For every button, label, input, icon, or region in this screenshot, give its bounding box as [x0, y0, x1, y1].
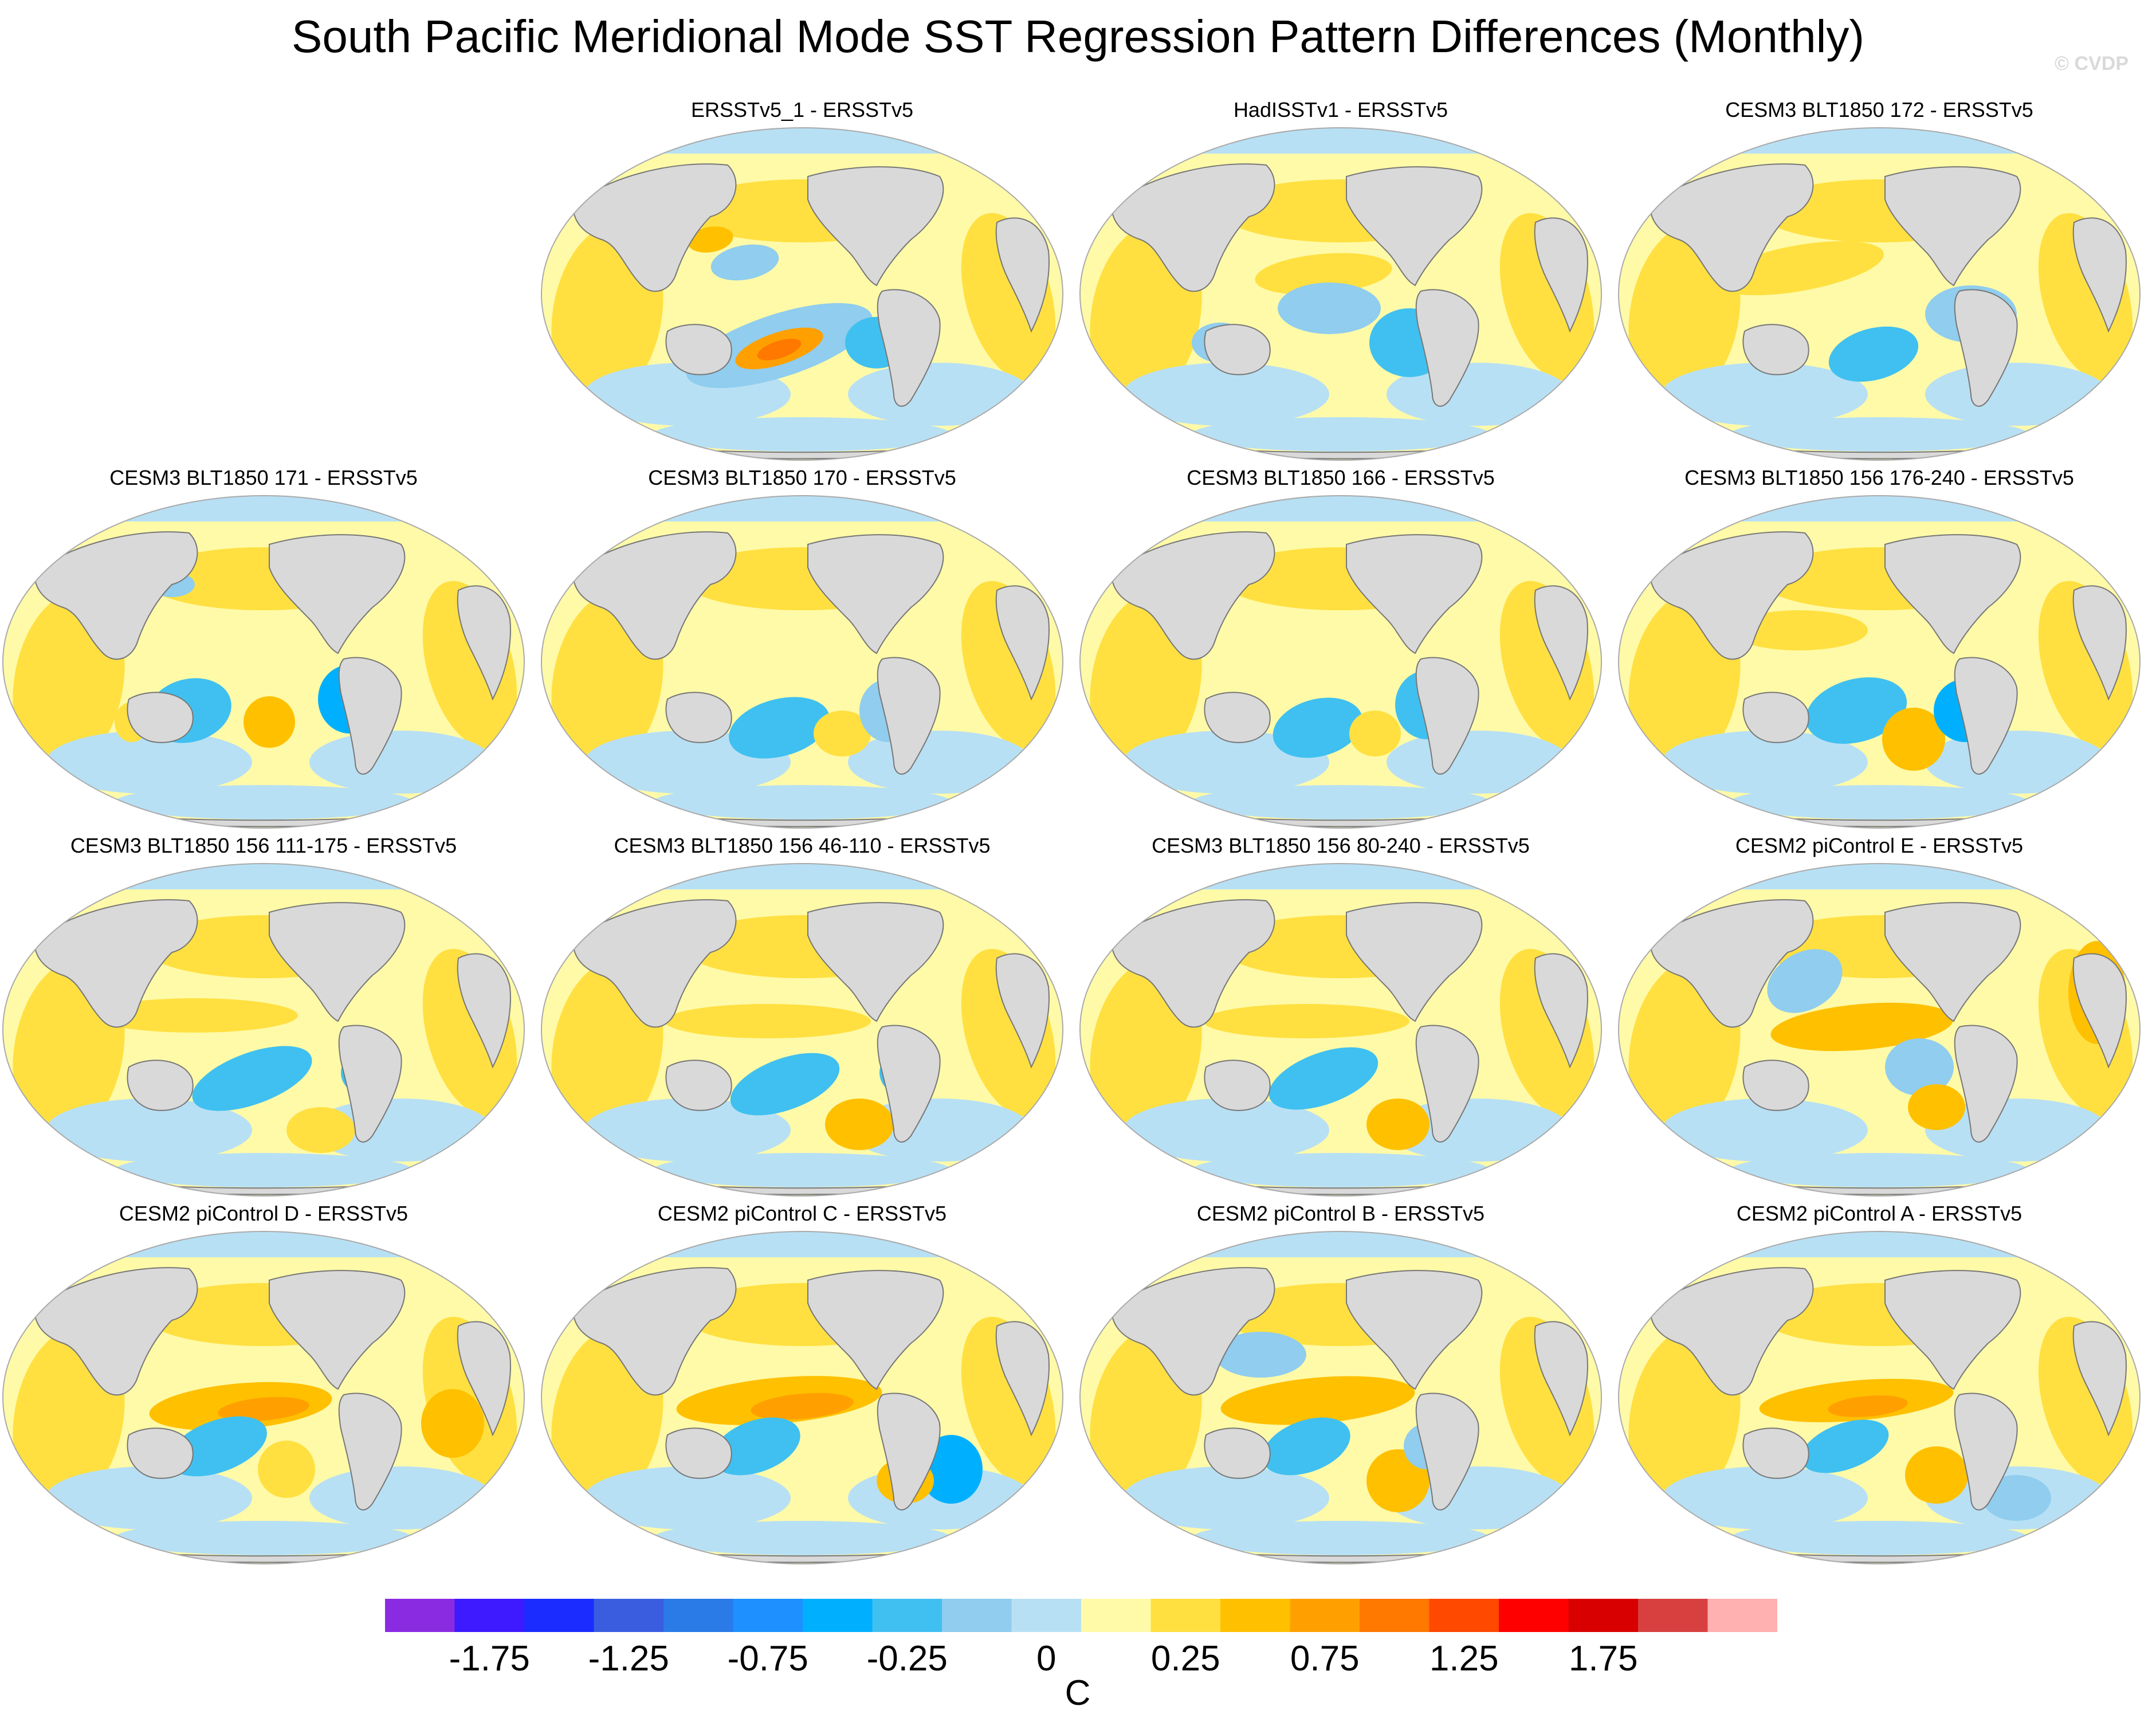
colorbar-tick-label: -1.75 — [421, 1639, 558, 1679]
map-panel: CESM3 BLT1850 166 - ERSSTv5 — [1077, 464, 1604, 831]
sst-map — [0, 493, 527, 831]
page-title: South Pacific Meridional Mode SST Regres… — [0, 8, 2156, 65]
panel-title: CESM2 piControl B - ERSSTv5 — [1077, 1200, 1604, 1227]
colorbar-swatch — [524, 1599, 594, 1632]
colorbar-tick-label: -0.25 — [838, 1639, 976, 1679]
colorbar-swatch — [1151, 1599, 1221, 1632]
colorbar-swatch — [942, 1599, 1012, 1632]
colorbar-tick-label: -0.75 — [699, 1639, 837, 1679]
sst-map — [1616, 1229, 2143, 1567]
map-panel: ERSSTv5_1 - ERSSTv5 — [539, 96, 1066, 463]
panel-title: ERSSTv5_1 - ERSSTv5 — [539, 96, 1066, 124]
colorbar-swatch — [1012, 1599, 1082, 1632]
map-panel: CESM3 BLT1850 156 46-110 - ERSSTv5 — [539, 832, 1066, 1199]
panel-title: CESM3 BLT1850 156 111-175 - ERSSTv5 — [0, 832, 527, 860]
colorbar-swatch — [1638, 1599, 1708, 1632]
panel-title: CESM3 BLT1850 166 - ERSSTv5 — [1077, 464, 1604, 492]
panel-title: CESM2 piControl A - ERSSTv5 — [1616, 1200, 2143, 1227]
colorbar-tick-label: 0.75 — [1256, 1639, 1393, 1679]
map-panel: CESM2 piControl A - ERSSTv5 — [1616, 1200, 2143, 1567]
colorbar-swatch — [663, 1599, 733, 1632]
sst-map — [1077, 493, 1604, 831]
map-panel: CESM2 piControl D - ERSSTv5 — [0, 1200, 527, 1567]
sst-map — [1616, 125, 2143, 463]
sst-map — [1077, 861, 1604, 1199]
colorbar-swatch — [1430, 1599, 1499, 1632]
colorbar-swatch — [733, 1599, 803, 1632]
sst-map — [1616, 493, 2143, 831]
map-panel: CESM3 BLT1850 171 - ERSSTv5 — [0, 464, 527, 831]
colorbar-swatch — [803, 1599, 873, 1632]
panel-title: CESM3 BLT1850 156 176-240 - ERSSTv5 — [1616, 464, 2143, 492]
colorbar-units: C — [1009, 1673, 1146, 1713]
panel-title: CESM2 piControl C - ERSSTv5 — [539, 1200, 1066, 1227]
colorbar-swatch — [873, 1599, 942, 1632]
colorbar-tick-label: 1.25 — [1395, 1639, 1533, 1679]
map-panel: HadISSTv1 - ERSSTv5 — [1077, 96, 1604, 463]
map-panel: CESM3 BLT1850 156 176-240 - ERSSTv5 — [1616, 464, 2143, 831]
map-panel: CESM2 piControl C - ERSSTv5 — [539, 1200, 1066, 1567]
sst-map — [1077, 1229, 1604, 1567]
colorbar-swatch — [594, 1599, 664, 1632]
panel-title: CESM3 BLT1850 172 - ERSSTv5 — [1616, 96, 2143, 124]
colorbar-swatch — [1081, 1599, 1151, 1632]
colorbar-swatch — [1360, 1599, 1430, 1632]
map-panel: CESM2 piControl E - ERSSTv5 — [1616, 832, 2143, 1199]
colorbar-swatch — [1220, 1599, 1290, 1632]
watermark: © CVDP — [2055, 53, 2128, 75]
colorbar-swatch — [1290, 1599, 1360, 1632]
panel-title: CESM2 piControl E - ERSSTv5 — [1616, 832, 2143, 860]
sst-map — [0, 1229, 527, 1567]
sst-map — [0, 861, 527, 1199]
colorbar-swatch — [385, 1599, 455, 1632]
sst-map — [539, 861, 1066, 1199]
colorbar-swatch — [1569, 1599, 1639, 1632]
sst-map — [1077, 125, 1604, 463]
sst-map — [539, 1229, 1066, 1567]
sst-map — [539, 493, 1066, 831]
panel-title: CESM3 BLT1850 171 - ERSSTv5 — [0, 464, 527, 492]
sst-map — [539, 125, 1066, 463]
map-panel: CESM3 BLT1850 156 80-240 - ERSSTv5 — [1077, 832, 1604, 1199]
panel-title: CESM3 BLT1850 156 80-240 - ERSSTv5 — [1077, 832, 1604, 860]
colorbar-swatch — [455, 1599, 525, 1632]
colorbar-swatch — [1708, 1599, 1778, 1632]
panel-title: CESM2 piControl D - ERSSTv5 — [0, 1200, 527, 1227]
colorbar-tick-label: 1.75 — [1534, 1639, 1672, 1679]
panel-title: CESM3 BLT1850 156 46-110 - ERSSTv5 — [539, 832, 1066, 860]
sst-map — [1616, 861, 2143, 1199]
map-panel: CESM3 BLT1850 170 - ERSSTv5 — [539, 464, 1066, 831]
map-panel: CESM3 BLT1850 172 - ERSSTv5 — [1616, 96, 2143, 463]
map-panel: CESM3 BLT1850 156 111-175 - ERSSTv5 — [0, 832, 527, 1199]
colorbar-swatch — [1499, 1599, 1569, 1632]
colorbar-tick-label: -1.25 — [560, 1639, 697, 1679]
panel-title: CESM3 BLT1850 170 - ERSSTv5 — [539, 464, 1066, 492]
panel-title: HadISSTv1 - ERSSTv5 — [1077, 96, 1604, 124]
map-panel: CESM2 piControl B - ERSSTv5 — [1077, 1200, 1604, 1567]
